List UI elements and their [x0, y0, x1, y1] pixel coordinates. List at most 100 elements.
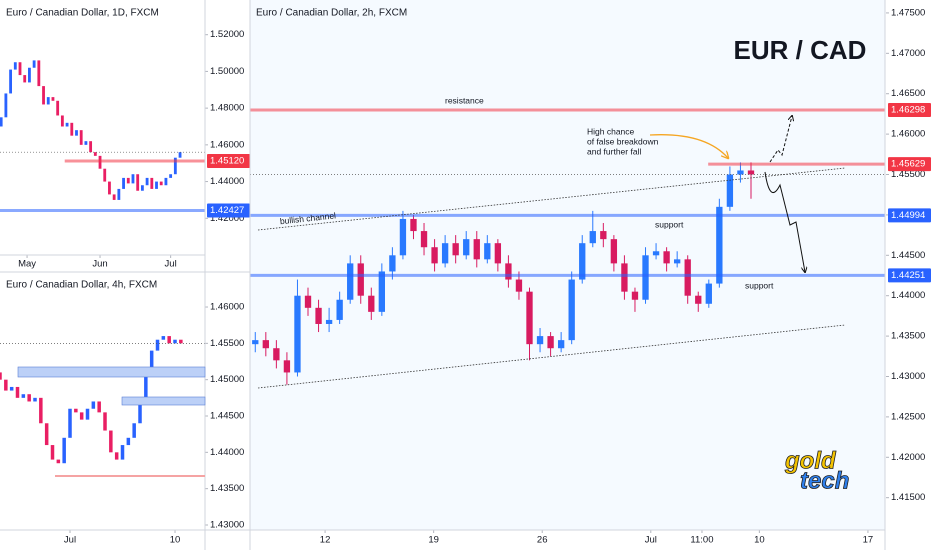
- candle-body: [4, 379, 8, 391]
- candle-body: [159, 181, 163, 186]
- y-tick-label: 1.44500: [891, 250, 925, 261]
- candle-body: [494, 243, 502, 264]
- logo: tech: [800, 467, 849, 494]
- y-tick-label: 1.42000: [891, 452, 925, 463]
- candle-body: [0, 372, 2, 380]
- channel-line: [257, 324, 846, 389]
- candle-body: [315, 307, 322, 324]
- y-tick-label: 1.44000: [210, 176, 244, 187]
- chart-title: Euro / Canadian Dollar, 4h, FXCM: [6, 280, 157, 291]
- y-tick-label: 1.46000: [210, 139, 244, 150]
- candle-body: [136, 174, 140, 191]
- candle-body: [441, 243, 449, 264]
- candle-body: [368, 295, 375, 312]
- y-tick-label: 1.43000: [210, 520, 244, 531]
- candle-body: [108, 181, 111, 195]
- candle-body: [173, 157, 177, 175]
- candle-body: [18, 62, 22, 76]
- level-label: 1.42427: [210, 205, 244, 216]
- chart-title: Euro / Canadian Dollar, 1D, FXCM: [6, 8, 159, 19]
- y-tick-label: 1.44500: [210, 411, 244, 422]
- candle-body: [32, 60, 36, 68]
- candle-body: [600, 231, 607, 240]
- candle-body: [97, 401, 101, 413]
- candle-body: [103, 412, 107, 431]
- candle-body: [93, 152, 97, 156]
- candle-body: [0, 117, 3, 127]
- y-tick-label: 1.50000: [210, 66, 244, 77]
- candle-body: [21, 394, 26, 398]
- y-tick-label: 1.45000: [210, 374, 244, 385]
- level-label-bg: [207, 203, 250, 218]
- candle-body: [150, 177, 154, 189]
- y-tick-label: 1.44000: [210, 447, 244, 458]
- candle-body: [568, 279, 575, 341]
- candle-body: [684, 259, 691, 296]
- candle-body: [60, 115, 64, 127]
- candle-body: [89, 141, 93, 153]
- arrow: [649, 134, 728, 158]
- candle-body: [304, 295, 312, 308]
- candle-body: [50, 445, 55, 460]
- heading: EUR / CAD: [734, 35, 867, 65]
- x-tick-label: Jul: [645, 535, 657, 546]
- candle-body: [120, 445, 125, 460]
- candle-body: [85, 408, 90, 420]
- candle-body: [15, 386, 20, 398]
- level-label-bg: [207, 154, 250, 169]
- candle-body: [336, 299, 343, 320]
- candle-body: [747, 170, 755, 175]
- candle-body: [74, 408, 78, 413]
- level-label: 1.45120: [210, 156, 244, 167]
- candle-body: [652, 251, 660, 256]
- candle-body: [56, 459, 61, 464]
- candle-body: [410, 218, 417, 232]
- level-label-bg: [888, 103, 931, 118]
- candle-body: [9, 386, 14, 391]
- candle-body: [357, 263, 364, 296]
- candle-body: [131, 174, 135, 184]
- candle-body: [737, 170, 744, 175]
- chart-title: Euro / Canadian Dollar, 2h, FXCM: [256, 8, 407, 19]
- candle-body: [37, 60, 41, 87]
- candle-body: [109, 430, 113, 453]
- candle-body: [9, 69, 13, 94]
- level-label-bg: [888, 268, 931, 283]
- candle-body: [155, 181, 158, 189]
- arrow: [769, 116, 792, 163]
- candle-body: [46, 97, 50, 105]
- candle-body: [663, 251, 670, 264]
- y-tick-label: 1.45500: [891, 169, 925, 180]
- candle-body: [144, 372, 148, 402]
- annotation: of false breakdown: [587, 136, 659, 146]
- x-tick-label: 10: [754, 535, 765, 546]
- candle-body: [79, 412, 84, 420]
- x-tick-label: 19: [428, 535, 439, 546]
- annotation: support: [655, 219, 684, 229]
- candle-body: [56, 100, 60, 116]
- candle-body: [149, 350, 154, 373]
- candle-body: [673, 259, 681, 264]
- candle-body: [42, 86, 45, 105]
- candle-body: [252, 340, 259, 345]
- candle-body: [695, 295, 702, 304]
- candle-body: [173, 339, 177, 344]
- candle-body: [4, 93, 8, 118]
- candle-body: [117, 188, 121, 200]
- y-tick-label: 1.52000: [210, 29, 244, 40]
- candle-body: [463, 239, 470, 256]
- x-tick-label: 17: [863, 535, 874, 546]
- candle-body: [452, 243, 459, 256]
- candle-body: [631, 291, 639, 300]
- candle-body: [126, 177, 130, 184]
- candle-body: [91, 401, 96, 409]
- candle-body: [39, 397, 43, 424]
- candle-body: [547, 336, 554, 349]
- channel-line: [257, 167, 846, 231]
- y-tick-label: 1.46500: [891, 88, 925, 99]
- x-tick-label: Jun: [92, 259, 107, 270]
- annotation: support: [745, 280, 774, 290]
- candle-body: [164, 177, 168, 186]
- candle-body: [262, 340, 269, 349]
- candle-body: [140, 185, 144, 191]
